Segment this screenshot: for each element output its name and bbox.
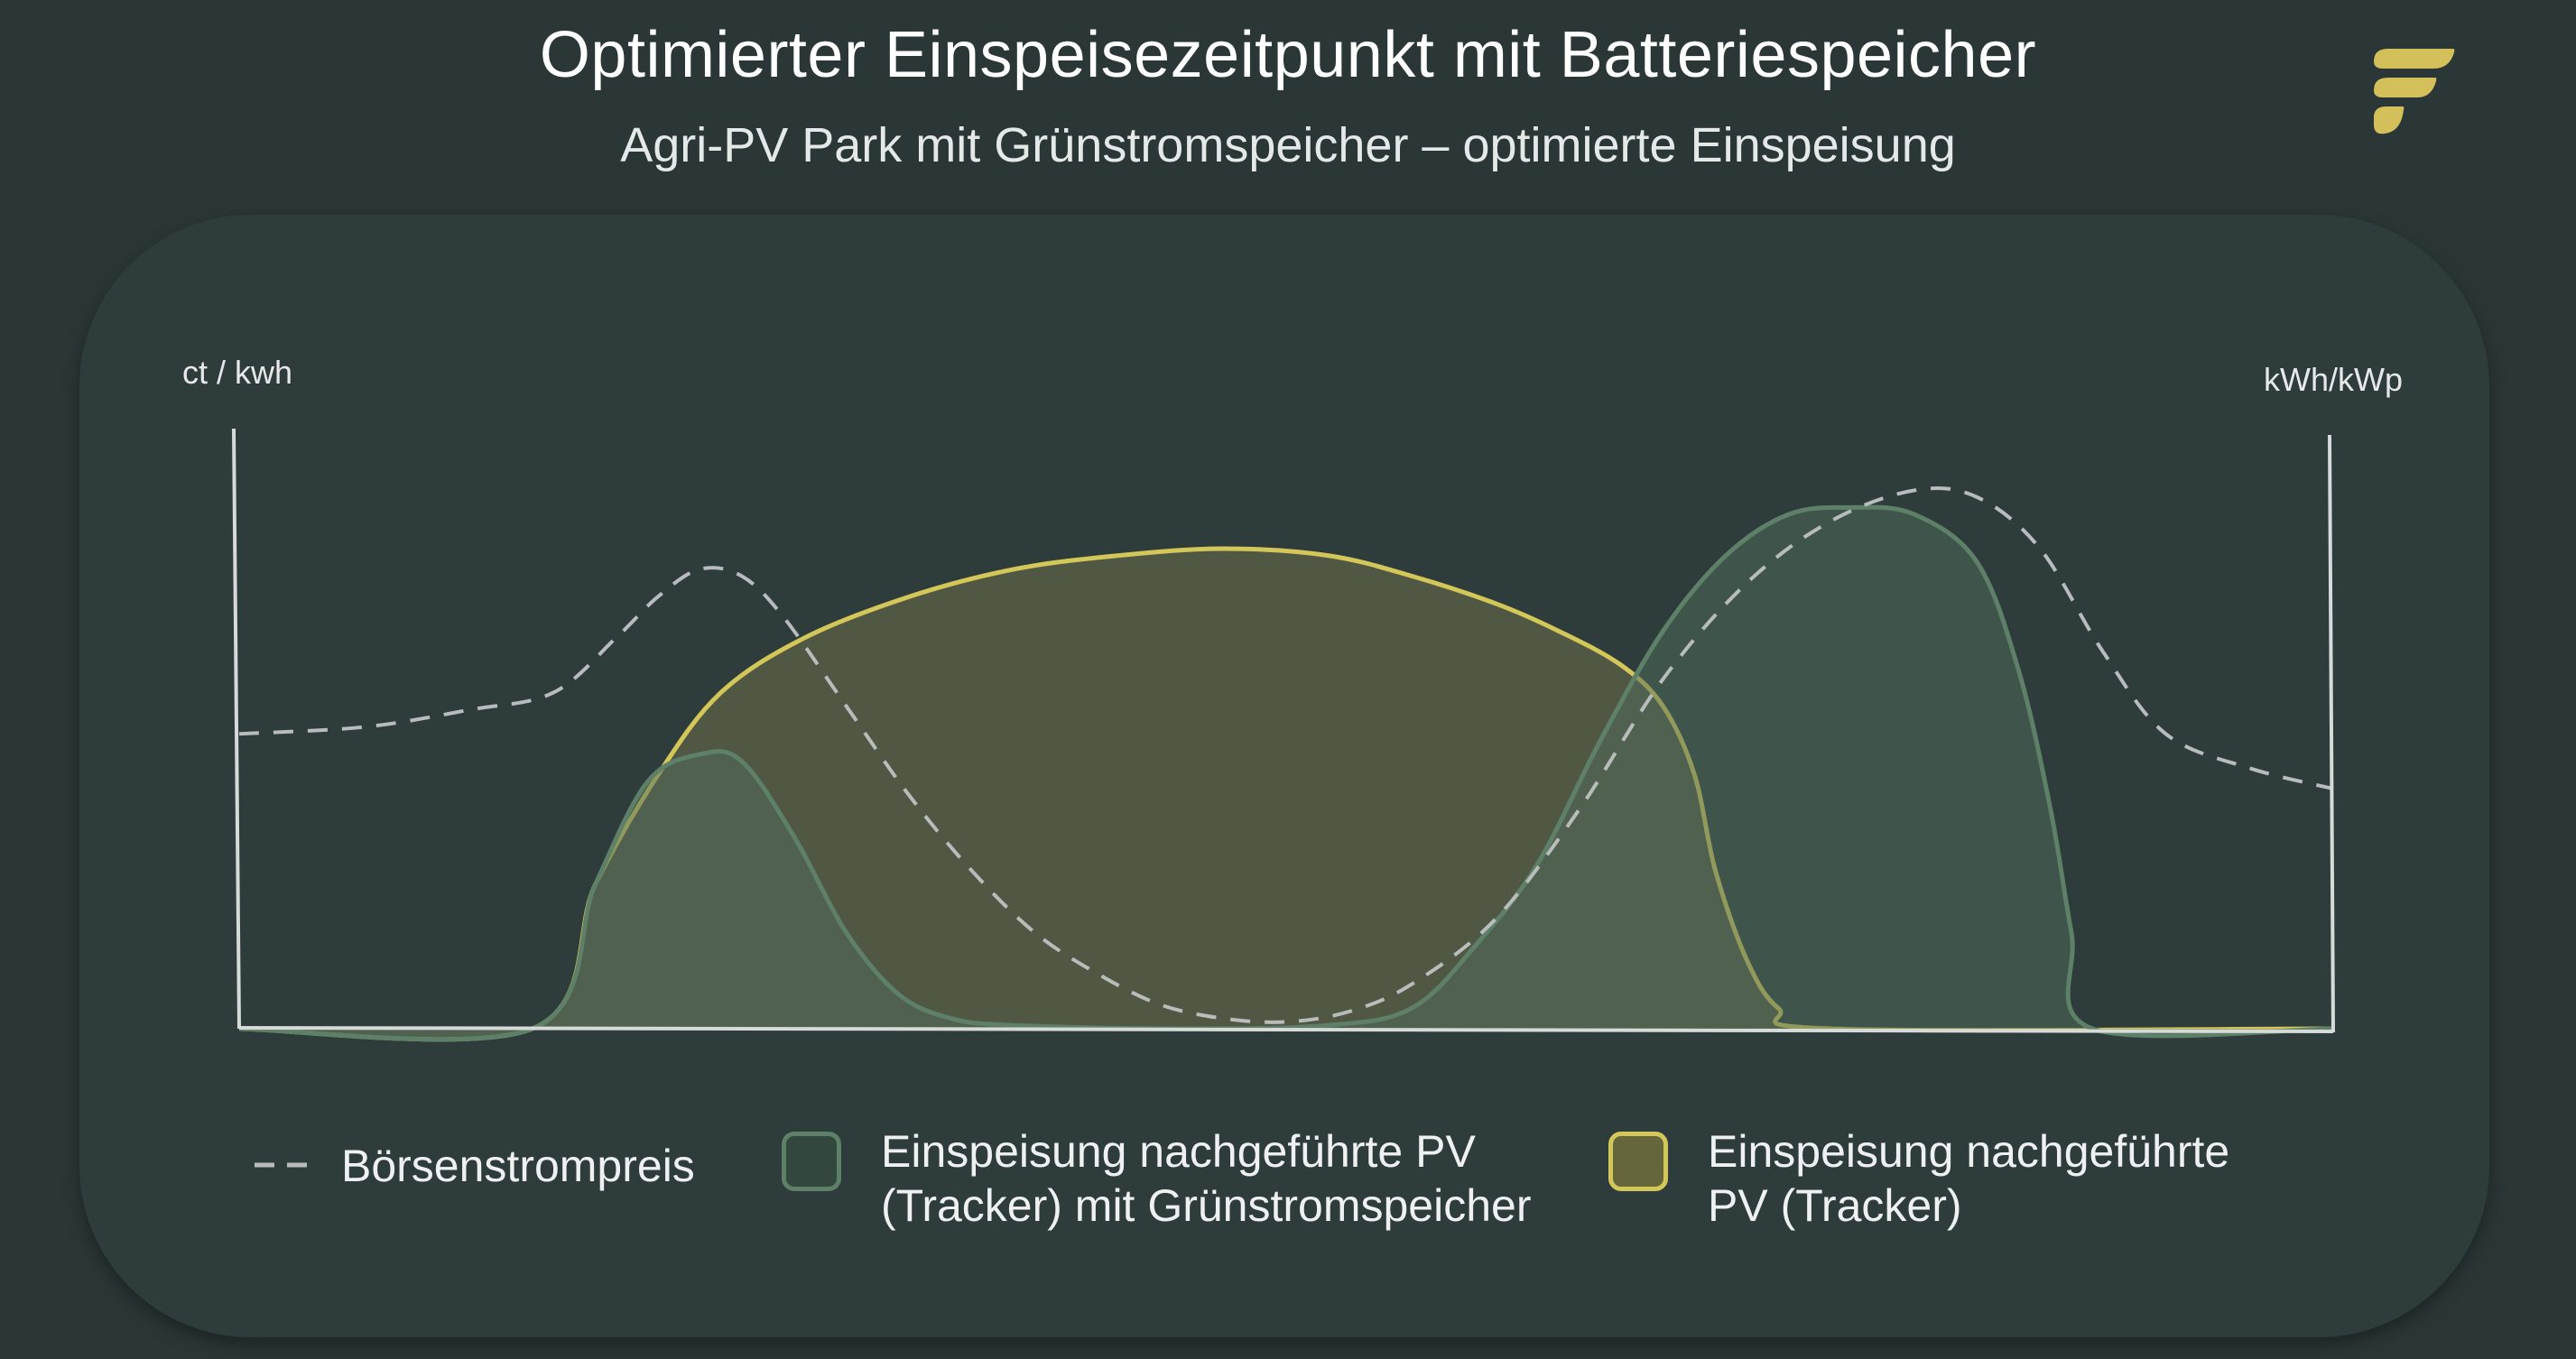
legend-item-storage: Einspeisung nachgeführte PV (Tracker) mi… [782,1124,1531,1233]
x-axis [238,1026,2334,1033]
logo-stroke-top [2374,49,2455,69]
legend-label-tracker: Einspeisung nachgeführte PV (Tracker) [1708,1126,2230,1231]
legend-label-price: Börsenstrompreis [341,1141,695,1191]
legend-label-storage: Einspeisung nachgeführte PV (Tracker) mi… [881,1126,1532,1231]
page-title: Optimierter Einspeisezeitpunkt mit Batte… [539,19,2037,91]
axes [232,428,2335,1033]
logo-stroke-middle [2374,78,2437,97]
logo-stroke-bottom [2374,106,2405,134]
legend-swatch-storage [782,1132,841,1191]
y-axis-left [232,428,241,1030]
series-line-1 [238,504,2334,1042]
series-layer [238,486,2334,1042]
y-axis-left-label: ct / kwh [182,354,293,391]
legend-item-tracker: Einspeisung nachgeführte PV (Tracker) [1608,1124,2229,1233]
series-area-1 [239,507,2333,1040]
legend-dash-icon [255,1162,314,1168]
series-price-line [238,486,2334,1024]
brand-logo-icon [2374,49,2455,134]
page-subtitle: Agri-PV Park mit Grünstromspeicher – opt… [620,118,1956,172]
legend-item-price: Börsenstrompreis [253,1139,695,1193]
legend-swatch-tracker [1608,1132,1668,1191]
y-axis-right [2328,434,2335,1033]
y-axis-right-label: kWh/kWp [2264,361,2404,398]
